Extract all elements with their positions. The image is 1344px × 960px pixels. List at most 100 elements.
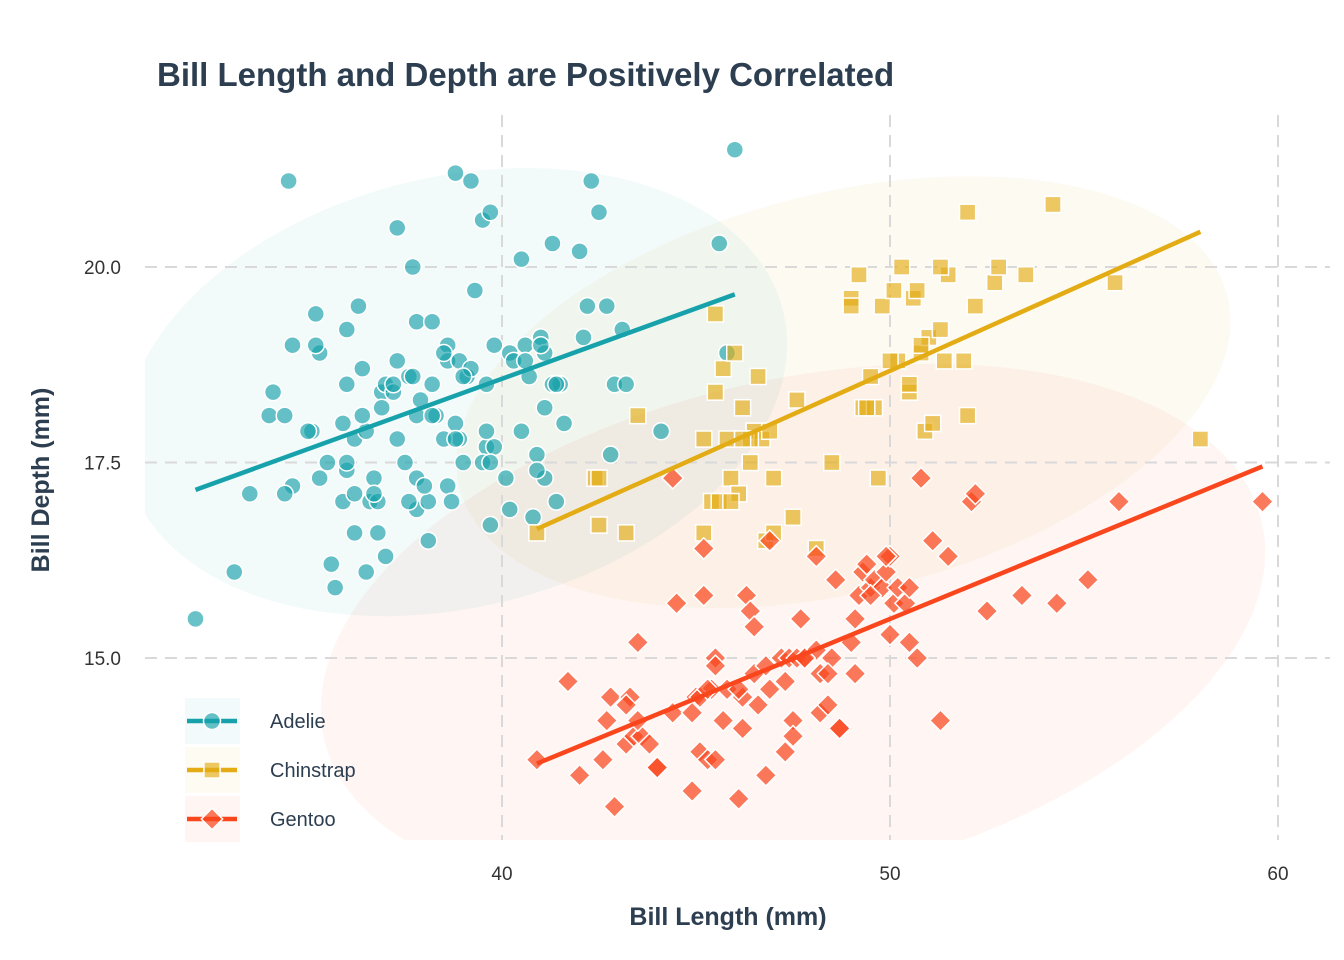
gentoo-point bbox=[773, 740, 797, 764]
adelie-point bbox=[275, 406, 294, 425]
gentoo-point bbox=[1010, 583, 1034, 608]
chinstrap-trend-line bbox=[536, 229, 1202, 532]
adelie-point bbox=[186, 609, 205, 629]
adelie-point bbox=[364, 468, 384, 488]
adelie-point bbox=[547, 375, 566, 394]
chinstrap-point bbox=[958, 406, 977, 425]
legend-marker bbox=[202, 711, 222, 731]
data-points bbox=[186, 140, 1275, 819]
gentoo-point bbox=[823, 568, 848, 592]
adelie-point bbox=[310, 468, 329, 488]
adelie-point bbox=[616, 375, 636, 394]
gentoo-point bbox=[711, 708, 735, 733]
gentoo-point bbox=[645, 755, 669, 780]
adelie-point bbox=[477, 421, 496, 441]
legend-label: Adelie bbox=[270, 711, 326, 733]
chinstrap-point bbox=[764, 469, 783, 487]
adelie-point bbox=[422, 375, 442, 394]
chinstrap-point bbox=[900, 375, 919, 394]
gentoo-point bbox=[928, 708, 953, 733]
chinstrap-point bbox=[857, 398, 876, 417]
gentoo-point bbox=[1250, 489, 1275, 514]
chinstrap-point bbox=[966, 297, 985, 315]
adelie-point bbox=[240, 484, 260, 504]
adelie-point bbox=[578, 296, 597, 316]
x-tick-label: 40 bbox=[491, 864, 512, 885]
gentoo-point bbox=[905, 646, 929, 670]
gentoo-point bbox=[680, 779, 704, 803]
gentoo-point bbox=[556, 669, 580, 694]
chinstrap-point bbox=[725, 344, 744, 362]
adelie-point bbox=[283, 335, 302, 355]
chinstrap-point bbox=[714, 359, 732, 378]
adelie-point bbox=[399, 492, 419, 511]
adelie-point bbox=[446, 414, 465, 433]
adelie-point bbox=[512, 421, 531, 441]
adelie-point bbox=[225, 562, 244, 582]
x-axis-ticks: 40 50 60 bbox=[491, 864, 1288, 885]
chinstrap-point bbox=[1044, 195, 1062, 214]
chinstrap-point bbox=[850, 265, 868, 284]
adelie-point bbox=[275, 484, 294, 504]
adelie-point bbox=[298, 421, 318, 441]
adelie-point bbox=[395, 453, 415, 472]
gentoo-point bbox=[758, 529, 782, 553]
adelie-point bbox=[570, 242, 589, 261]
gentoo-point bbox=[692, 583, 716, 608]
gentoo-point bbox=[975, 599, 999, 623]
chinstrap-point bbox=[722, 469, 740, 487]
gentoo-point bbox=[920, 529, 945, 553]
gentoo-point bbox=[680, 701, 704, 725]
gentoo-point bbox=[897, 630, 922, 655]
gentoo-point bbox=[897, 575, 922, 600]
adelie-point bbox=[484, 437, 504, 457]
adelie-point bbox=[554, 414, 574, 433]
adelie-ellipse bbox=[145, 168, 788, 617]
gentoo-point bbox=[746, 693, 770, 717]
y-tick-label: 20.0 bbox=[84, 258, 121, 279]
gentoo-point bbox=[843, 607, 867, 631]
chinstrap-point bbox=[822, 453, 841, 472]
adelie-point bbox=[279, 171, 298, 191]
chinstrap-point bbox=[958, 203, 977, 222]
trend-lines bbox=[194, 229, 1264, 766]
chinstrap-point bbox=[842, 297, 861, 315]
gentoo-point bbox=[855, 552, 879, 576]
gentoo-point bbox=[730, 716, 755, 741]
chinstrap-point bbox=[954, 352, 973, 370]
adelie-point bbox=[442, 492, 461, 511]
legend-marker bbox=[200, 807, 224, 831]
adelie-point bbox=[535, 398, 554, 418]
chinstrap-point bbox=[923, 414, 942, 433]
adelie-point bbox=[387, 351, 407, 371]
gentoo-point bbox=[726, 787, 751, 811]
adelie-point bbox=[710, 234, 729, 253]
adelie-point bbox=[531, 335, 551, 355]
legend-label: Chinstrap bbox=[270, 760, 356, 782]
adelie-point bbox=[725, 140, 745, 159]
gentoo-point bbox=[804, 544, 828, 569]
adelie-point bbox=[496, 468, 516, 488]
chinstrap-point bbox=[1016, 265, 1035, 284]
adelie-point bbox=[337, 375, 357, 394]
y-tick-label: 17.5 bbox=[84, 454, 121, 475]
adelie-point bbox=[387, 218, 407, 238]
gentoo-point bbox=[664, 591, 689, 615]
adelie-point bbox=[438, 476, 457, 496]
adelie-points bbox=[186, 140, 745, 629]
y-tick-label: 15.0 bbox=[84, 649, 121, 670]
chinstrap-point bbox=[628, 406, 647, 425]
legend: Adelie Chinstrap Gentoo bbox=[185, 698, 356, 842]
chinstrap-point bbox=[985, 273, 1004, 292]
adelie-point bbox=[337, 320, 357, 339]
adelie-point bbox=[527, 445, 547, 464]
adelie-point bbox=[337, 453, 357, 472]
chinstrap-point bbox=[741, 453, 760, 472]
adelie-trend-line bbox=[194, 292, 736, 492]
chinstrap-point bbox=[722, 492, 740, 511]
adelie-point bbox=[353, 406, 372, 425]
gentoo-point bbox=[591, 747, 615, 772]
chinstrap-point bbox=[590, 469, 608, 487]
legend-marker bbox=[203, 761, 221, 779]
gentoo-point bbox=[874, 560, 898, 584]
